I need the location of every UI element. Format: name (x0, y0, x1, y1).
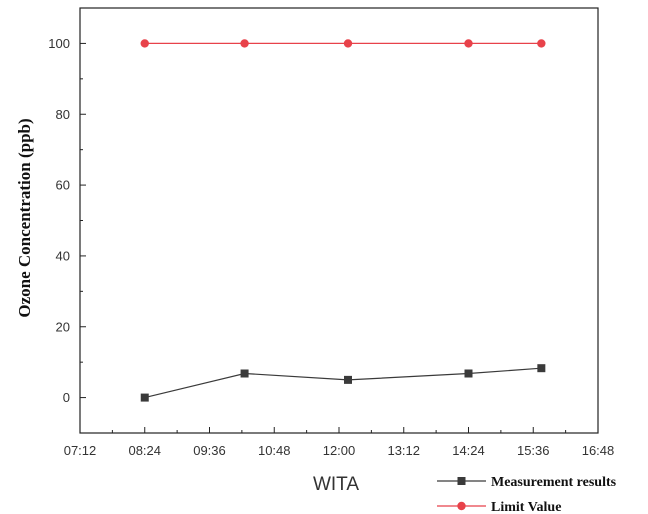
x-tick-label: 13:12 (387, 443, 420, 458)
y-tick-label: 80 (56, 107, 70, 122)
x-axis-title: WITA (313, 474, 359, 495)
y-tick-label: 0 (63, 390, 70, 405)
y-tick-label: 60 (56, 178, 70, 193)
legend-marker-measurement (457, 477, 466, 485)
data-point (343, 375, 352, 384)
x-tick-label: 08:24 (128, 443, 161, 458)
x-tick-label: 16:48 (582, 443, 615, 458)
x-tick-label: 07:12 (64, 443, 97, 458)
data-point (537, 364, 546, 373)
data-point (464, 369, 473, 378)
data-point (537, 39, 546, 48)
series-line-0 (144, 367, 542, 399)
y-tick-label: 100 (48, 36, 70, 51)
data-point (343, 39, 353, 48)
y-tick-label: 20 (56, 319, 70, 334)
y-tick-label: 40 (56, 248, 70, 263)
x-tick-label: 09:36 (193, 443, 226, 458)
legend-marker-limit (457, 501, 466, 511)
x-tick-label: 14:24 (452, 443, 485, 458)
legend: Measurement results Limit Value (437, 475, 617, 514)
data-point (240, 369, 249, 378)
series-layer (140, 39, 546, 402)
x-tick-label: 10:48 (258, 443, 291, 458)
legend-label-measurement: Measurement results (491, 475, 617, 490)
data-point (140, 393, 149, 402)
data-point (240, 39, 249, 48)
data-point (464, 39, 473, 48)
y-axis-ticks: 0 20 40 60 80 100 (48, 7, 86, 434)
data-point (140, 39, 149, 48)
x-tick-label: 15:36 (517, 443, 550, 458)
legend-label-limit: Limit Value (491, 500, 561, 514)
x-axis-ticks: 07:12 08:24 09:36 10:48 12:00 13:12 14:24 15:36… (64, 427, 615, 458)
x-tick-label: 12:00 (323, 443, 356, 458)
y-axis-title: Ozone Concentration (ppb) (15, 118, 34, 317)
